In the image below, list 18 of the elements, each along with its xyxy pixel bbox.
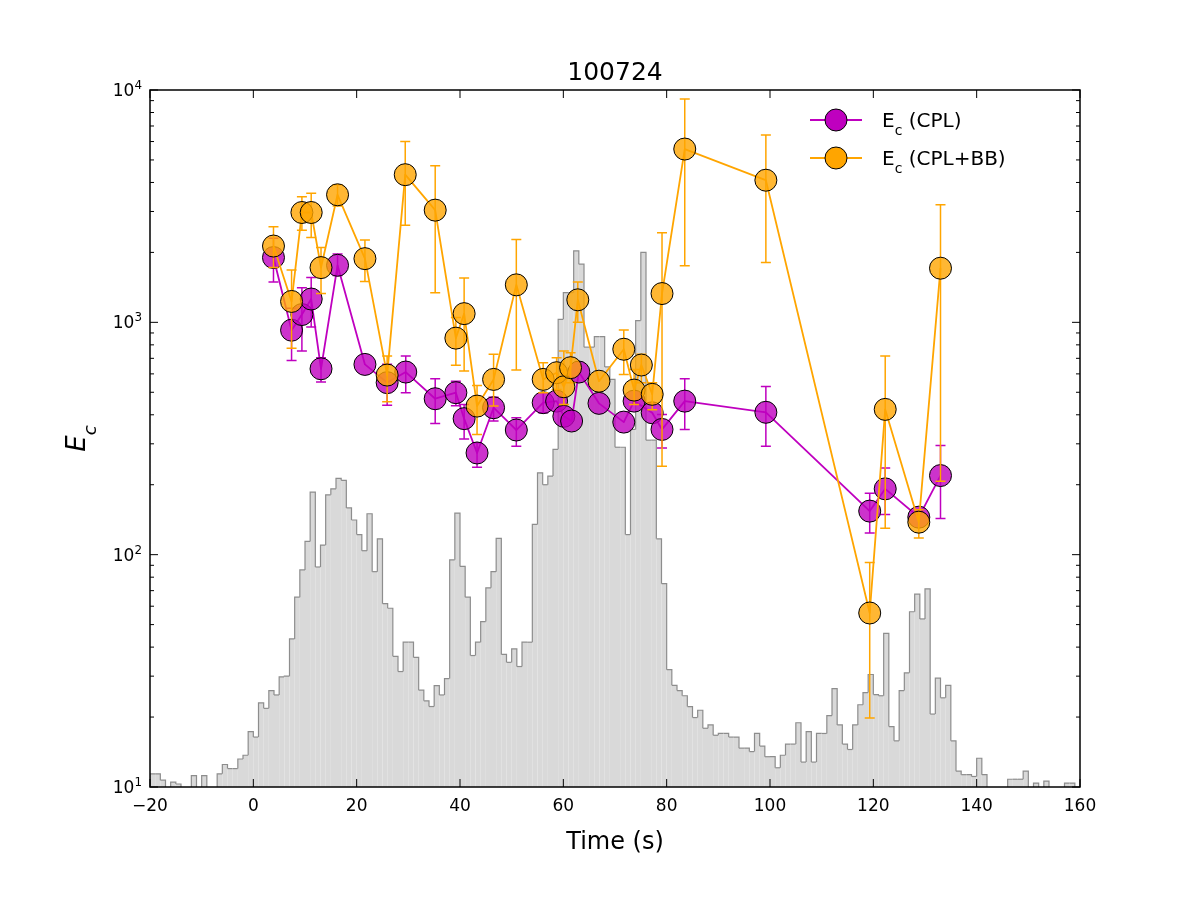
x-tick-label: 40 (449, 795, 471, 815)
legend-label: E$_{c}$ (CPL+BB) (882, 146, 1006, 176)
chart-title: 100724 (567, 57, 663, 86)
legend-label: E$_{c}$ (CPL) (882, 108, 962, 138)
x-axis-title: Time (s) (565, 827, 664, 855)
x-tick-label: 80 (655, 795, 678, 815)
x-tick-label: 100 (753, 795, 787, 815)
x-tick-label: 60 (552, 795, 575, 815)
x-tick-label: −20 (132, 795, 168, 815)
y-tick-label: 10$^{4}$ (112, 78, 142, 100)
x-tick-label: 160 (1063, 795, 1097, 815)
x-tick-label: 0 (247, 795, 259, 815)
x-tick-label: 140 (960, 795, 993, 815)
y-tick-label: 10$^{1}$ (112, 775, 142, 797)
y-tick-label: 10$^{3}$ (112, 310, 142, 333)
x-tick-label: 120 (857, 795, 890, 815)
y-tick-label: 10$^{2}$ (112, 542, 142, 565)
x-tick-label: 20 (345, 795, 368, 815)
